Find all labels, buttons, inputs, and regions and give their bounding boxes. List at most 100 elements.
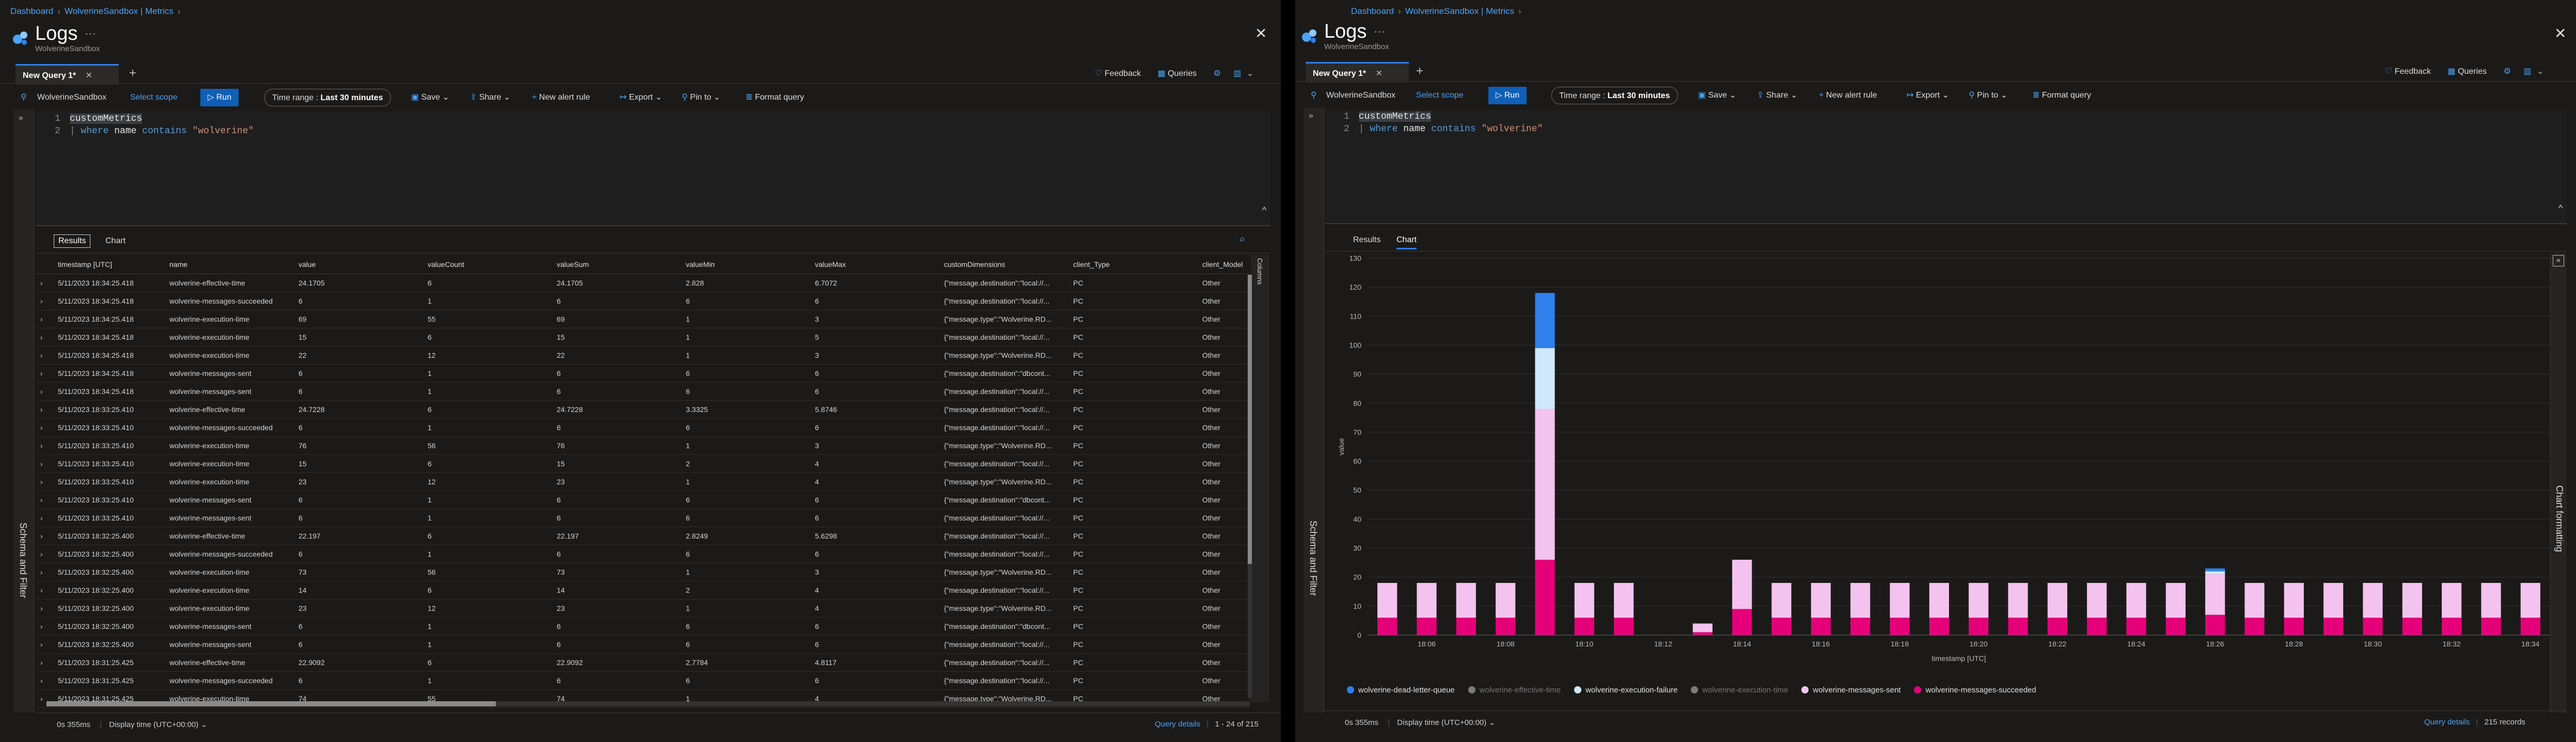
tab-new-query[interactable]: New Query 1* ✕: [15, 64, 119, 85]
table-row[interactable]: › 5/11/2023 18:33:25.410 wolverine-effecti…: [36, 400, 1250, 419]
close-icon[interactable]: ✕: [1255, 25, 1267, 41]
table-row[interactable]: › 5/11/2023 18:32:25.400 wolverine-executi…: [36, 599, 1250, 618]
table-row[interactable]: › 5/11/2023 18:34:25.418 wolverine-effecti…: [36, 274, 1250, 292]
expand-row-icon[interactable]: ›: [36, 400, 54, 419]
format-query-button[interactable]: ≣ Format query: [746, 89, 804, 106]
expand-row-icon[interactable]: ›: [36, 328, 54, 346]
add-tab-icon[interactable]: +: [1416, 64, 1424, 78]
table-row[interactable]: › 5/11/2023 18:32:25.400 wolverine-executi…: [36, 581, 1250, 599]
table-row[interactable]: › 5/11/2023 18:34:25.418 wolverine-message…: [36, 364, 1250, 383]
save-button[interactable]: ▣ Save ⌄: [1698, 87, 1736, 104]
pin-to-button[interactable]: ⚲ Pin to ⌄: [1969, 87, 2007, 104]
run-button[interactable]: ▷ Run: [200, 89, 239, 106]
expand-row-icon[interactable]: ›: [36, 472, 54, 491]
layout-icon[interactable]: ▥: [2523, 67, 2532, 76]
table-row[interactable]: › 5/11/2023 18:33:25.410 wolverine-executi…: [36, 436, 1250, 455]
legend-item[interactable]: wolverine-execution-failure: [1574, 686, 1677, 694]
expand-row-icon[interactable]: ›: [36, 599, 54, 618]
expand-row-icon[interactable]: ›: [36, 274, 54, 292]
column-header[interactable]: customDimensions: [940, 255, 1069, 274]
share-button[interactable]: ⇪ Share ⌄: [1757, 87, 1797, 104]
table-row[interactable]: › 5/11/2023 18:32:25.400 wolverine-message…: [36, 617, 1250, 636]
expand-row-icon[interactable]: ›: [36, 527, 54, 545]
legend-item[interactable]: wolverine-messages-sent: [1801, 686, 1900, 694]
expand-row-icon[interactable]: ›: [36, 671, 54, 690]
feedback-button[interactable]: Feedback: [1104, 69, 1141, 78]
query-editor[interactable]: 1 customMetrics 2 | where name contains "w…: [1325, 109, 2567, 223]
new-alert-rule-button[interactable]: + New alert rule: [532, 89, 590, 106]
expand-row-icon[interactable]: ›: [36, 491, 54, 509]
format-query-button[interactable]: ≣ Format query: [2033, 87, 2091, 104]
new-alert-rule-button[interactable]: + New alert rule: [1819, 87, 1877, 104]
table-row[interactable]: › 5/11/2023 18:32:25.400 wolverine-executi…: [36, 563, 1250, 581]
double-chevron-icon[interactable]: »: [19, 114, 23, 122]
column-header[interactable]: valueMax: [811, 255, 940, 274]
table-row[interactable]: › 5/11/2023 18:31:25.425 wolverine-effecti…: [36, 653, 1250, 672]
expand-row-icon[interactable]: ›: [36, 382, 54, 401]
expand-row-icon[interactable]: ›: [36, 310, 54, 328]
feedback-button[interactable]: Feedback: [2394, 67, 2431, 76]
breadcrumb-metrics[interactable]: WolverineSandbox | Metrics: [1405, 6, 1514, 16]
close-icon[interactable]: ✕: [2554, 25, 2567, 41]
column-header[interactable]: valueCount: [423, 255, 553, 274]
table-row[interactable]: › 5/11/2023 18:34:25.418 wolverine-executi…: [36, 346, 1250, 365]
more-options-icon[interactable]: ···: [1374, 25, 1385, 38]
table-row[interactable]: › 5/11/2023 18:34:25.418 wolverine-message…: [36, 382, 1250, 401]
close-tab-icon[interactable]: ✕: [85, 71, 93, 80]
table-row[interactable]: › 5/11/2023 18:33:25.410 wolverine-message…: [36, 509, 1250, 527]
legend-item[interactable]: wolverine-dead-letter-queue: [1347, 686, 1455, 694]
table-row[interactable]: › 5/11/2023 18:34:25.418 wolverine-executi…: [36, 328, 1250, 346]
display-time-selector[interactable]: Display time (UTC+00:00) ⌄: [1397, 718, 1495, 727]
column-header[interactable]: value: [294, 255, 423, 274]
horizontal-scrollbar[interactable]: [46, 701, 1250, 706]
run-button[interactable]: ▷ Run: [1488, 87, 1527, 104]
table-row[interactable]: › 5/11/2023 18:31:25.425 wolverine-message…: [36, 671, 1250, 690]
tab-chart[interactable]: Chart: [1396, 235, 1417, 249]
legend-item[interactable]: wolverine-execution-time: [1691, 686, 1788, 694]
expand-row-icon[interactable]: ›: [36, 436, 54, 455]
double-chevron-icon[interactable]: »: [1309, 112, 1313, 120]
legend-item[interactable]: wolverine-effective-time: [1468, 686, 1561, 694]
table-row[interactable]: › 5/11/2023 18:32:25.400 wolverine-message…: [36, 545, 1250, 563]
table-row[interactable]: › 5/11/2023 18:33:25.410 wolverine-executi…: [36, 472, 1250, 491]
legend-item[interactable]: wolverine-messages-succeeded: [1914, 686, 2036, 694]
pin-to-button[interactable]: ⚲ Pin to ⌄: [682, 89, 720, 106]
column-header[interactable]: client_Model: [1198, 255, 1250, 274]
select-scope-link[interactable]: Select scope: [1416, 91, 1464, 100]
query-details-link[interactable]: Query details: [1155, 720, 1201, 729]
expand-row-icon[interactable]: ›: [36, 364, 54, 383]
save-button[interactable]: ▣ Save ⌄: [411, 89, 449, 106]
column-header[interactable]: name: [165, 255, 294, 274]
table-row[interactable]: › 5/11/2023 18:33:25.410 wolverine-executi…: [36, 454, 1250, 473]
breadcrumb-dashboard[interactable]: Dashboard: [10, 6, 54, 16]
column-header[interactable]: valueSum: [553, 255, 682, 274]
chevron-down-icon[interactable]: ⌄: [1246, 69, 1254, 78]
chevron-down-icon[interactable]: ⌄: [2536, 67, 2544, 76]
expand-row-icon[interactable]: ›: [36, 545, 54, 563]
layout-icon[interactable]: ▥: [1233, 69, 1242, 78]
chart-formatting-panel[interactable]: « Chart formatting: [2550, 253, 2567, 713]
search-icon[interactable]: ⌕: [1239, 233, 1246, 245]
tab-new-query[interactable]: New Query 1* ✕: [1306, 62, 1409, 83]
tab-results[interactable]: Results: [1353, 235, 1381, 244]
display-time-selector[interactable]: Display time (UTC+00:00) ⌄: [109, 720, 207, 729]
time-range-picker[interactable]: Time range : Last 30 minutes: [264, 89, 391, 106]
expand-row-icon[interactable]: ›: [36, 454, 54, 473]
query-editor[interactable]: 1 customMetrics 2 | where name contains "w…: [36, 112, 1270, 225]
export-button[interactable]: ↦ Export ⌄: [1907, 87, 1949, 104]
schema-filter-panel[interactable]: » Schema and Filter: [1303, 107, 1324, 713]
table-row[interactable]: › 5/11/2023 18:34:25.418 wolverine-executi…: [36, 310, 1250, 328]
table-row[interactable]: › 5/11/2023 18:33:25.410 wolverine-message…: [36, 491, 1250, 509]
queries-button[interactable]: Queries: [1168, 69, 1197, 78]
gear-icon[interactable]: ⚙: [2503, 67, 2511, 76]
expand-row-icon[interactable]: ›: [36, 346, 54, 365]
splitter[interactable]: [1325, 223, 2567, 224]
expand-row-icon[interactable]: ›: [36, 418, 54, 437]
expand-row-icon[interactable]: ›: [36, 653, 54, 672]
more-options-icon[interactable]: ···: [85, 27, 96, 40]
gear-icon[interactable]: ⚙: [1213, 69, 1221, 78]
collapse-editor-icon[interactable]: ⌃: [2557, 204, 2564, 216]
table-row[interactable]: › 5/11/2023 18:32:25.400 wolverine-message…: [36, 635, 1250, 654]
column-header[interactable]: timestamp [UTC]: [54, 255, 165, 274]
export-button[interactable]: ↦ Export ⌄: [620, 89, 662, 106]
